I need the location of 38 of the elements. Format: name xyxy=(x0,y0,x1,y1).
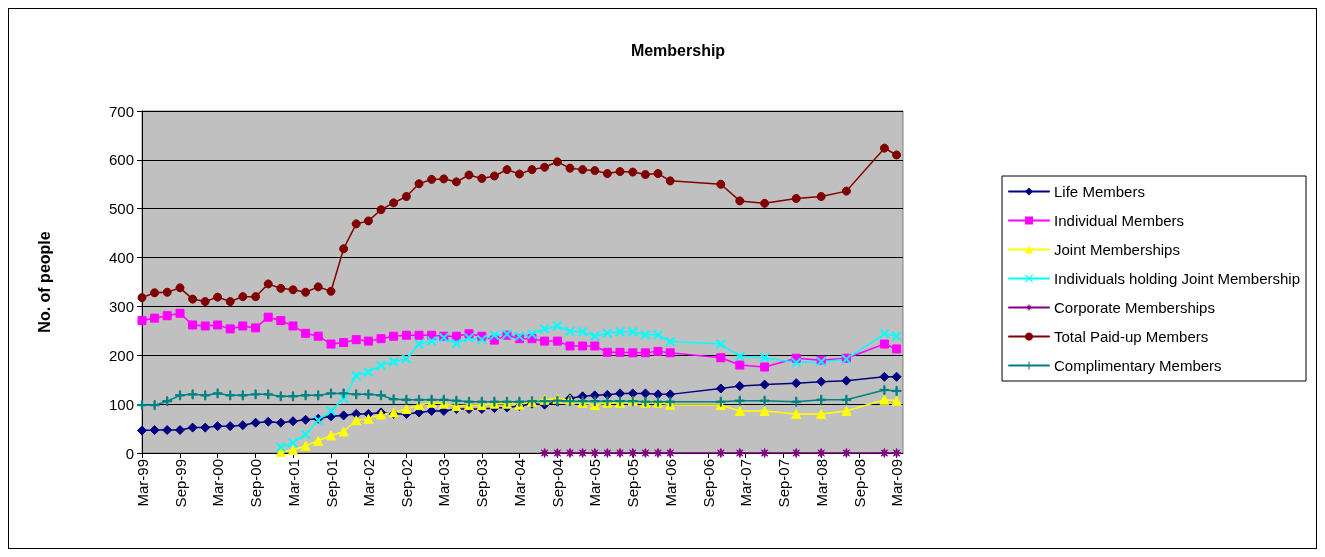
x-tick-label: Mar-99 xyxy=(133,459,151,507)
x-tick-label: Sep-08 xyxy=(850,459,868,508)
y-tick-label: 600 xyxy=(108,151,134,169)
legend-label: Individuals holding Joint Membership xyxy=(1054,270,1301,287)
x-tick-label: Mar-08 xyxy=(812,459,830,507)
x-tick-label: Mar-09 xyxy=(888,459,906,507)
x-tick-label: Mar-04 xyxy=(510,459,528,507)
y-tick-label: 300 xyxy=(108,297,134,315)
y-tick-label: 0 xyxy=(125,444,134,462)
y-tick-label: 500 xyxy=(108,200,134,218)
x-tick-label: Mar-01 xyxy=(284,459,302,507)
y-tick-label: 700 xyxy=(108,102,134,120)
x-tick-label: Mar-07 xyxy=(737,459,755,507)
x-tick-label: Sep-07 xyxy=(775,459,793,508)
legend-label: Complimentary Members xyxy=(1054,357,1222,374)
y-tick-label: 100 xyxy=(108,395,134,413)
x-tick-label: Sep-03 xyxy=(473,459,491,508)
x-tick-label: Mar-02 xyxy=(359,459,377,507)
x-tick-label: Sep-05 xyxy=(624,459,642,508)
x-tick-label: Sep-04 xyxy=(548,459,566,508)
chart-title: Membership xyxy=(630,41,726,59)
y-tick-label: 200 xyxy=(108,346,134,364)
x-tick-label: Sep-02 xyxy=(397,459,415,508)
y-tick-label: 400 xyxy=(108,249,134,267)
x-tick-label: Mar-05 xyxy=(586,459,604,507)
y-axis-title: No. of people xyxy=(35,231,53,333)
x-tick-label: Mar-06 xyxy=(661,459,679,507)
legend-label: Individual Members xyxy=(1054,212,1185,229)
x-tick-label: Sep-06 xyxy=(699,459,717,508)
x-tick-label: Sep-99 xyxy=(171,459,189,508)
x-tick-label: Sep-00 xyxy=(247,459,265,508)
legend-label: Joint Memberships xyxy=(1054,241,1180,258)
x-tick-label: Sep-01 xyxy=(322,459,340,508)
x-tick-label: Mar-03 xyxy=(435,459,453,507)
legend-label: Corporate Memberships xyxy=(1054,299,1215,316)
legend-label: Life Members xyxy=(1054,183,1145,200)
x-tick-label: Mar-00 xyxy=(209,459,227,507)
legend-label: Total Paid-up Members xyxy=(1054,328,1209,345)
